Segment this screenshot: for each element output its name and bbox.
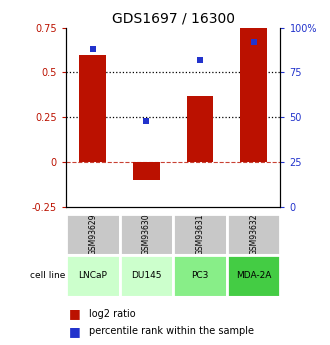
Bar (66, 255, 119, 297)
Text: log2 ratio: log2 ratio (89, 309, 136, 319)
Bar (119, 255, 173, 297)
Bar (187, 96, 214, 162)
Bar (80, 55, 106, 162)
Text: percentile rank within the sample: percentile rank within the sample (89, 326, 254, 336)
Text: PC3: PC3 (191, 272, 209, 280)
Bar (173, 255, 227, 297)
Text: cell line: cell line (30, 272, 65, 280)
Bar (227, 255, 280, 297)
Text: GSM93630: GSM93630 (142, 214, 151, 255)
Title: GDS1697 / 16300: GDS1697 / 16300 (112, 11, 235, 25)
Text: GSM93631: GSM93631 (196, 214, 205, 255)
Text: LNCaP: LNCaP (79, 272, 107, 280)
Bar (66, 214, 119, 255)
Bar (173, 214, 227, 255)
Text: DU145: DU145 (131, 272, 162, 280)
Text: ■: ■ (69, 325, 81, 338)
Bar (133, 162, 160, 180)
Text: GSM93632: GSM93632 (249, 214, 258, 255)
Text: MDA-2A: MDA-2A (236, 272, 271, 280)
Text: GSM93629: GSM93629 (88, 214, 97, 255)
Text: ■: ■ (69, 307, 81, 321)
Bar (119, 214, 173, 255)
Bar (227, 214, 280, 255)
Bar (240, 28, 267, 162)
